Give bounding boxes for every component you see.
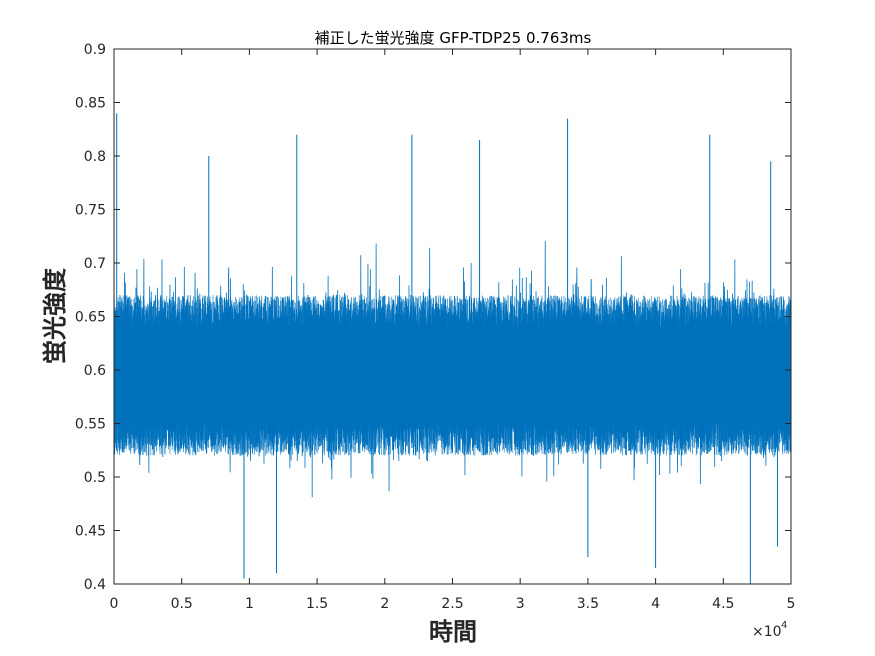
- x-axis-exponent-power: 4: [781, 620, 787, 631]
- x-axis-ticks: 0 0.5 1 1.5 2 2.5 3 3.5 4 4.5 5: [110, 49, 796, 612]
- y-tick-label: 0.85: [75, 96, 106, 112]
- y-tick-label: 0.6: [84, 363, 106, 379]
- y-tick-label: 0.4: [84, 577, 106, 593]
- y-tick-label: 0.65: [75, 310, 106, 326]
- data-layer: [113, 81, 792, 584]
- x-tick-label: 0.5: [171, 596, 193, 612]
- x-tick-label: 3.5: [577, 596, 599, 612]
- x-tick-label: 4: [651, 596, 660, 612]
- x-tick-label: 1: [245, 596, 254, 612]
- y-tick-label: 0.9: [84, 42, 106, 58]
- y-tick-label: 0.8: [84, 149, 106, 165]
- x-tick-label: 3: [516, 596, 525, 612]
- y-tick-label: 0.75: [75, 203, 106, 219]
- y-tick-label: 0.5: [84, 470, 106, 486]
- x-axis-exponent-base: ×10: [752, 624, 782, 640]
- x-tick-label: 2.5: [441, 596, 463, 612]
- y-tick-label: 0.7: [84, 256, 106, 272]
- x-tick-label: 4.5: [712, 596, 734, 612]
- x-tick-label: 0: [110, 596, 119, 612]
- x-tick-label: 5: [787, 596, 796, 612]
- x-axis-label: 時間: [429, 618, 477, 646]
- x-tick-label: 2: [380, 596, 389, 612]
- chart-title: 補正した蛍光強度 GFP-TDP25 0.763ms: [315, 29, 592, 47]
- y-axis-label: 蛍光強度: [41, 267, 69, 364]
- y-tick-label: 0.55: [75, 417, 106, 433]
- x-tick-label: 1.5: [306, 596, 328, 612]
- y-tick-label: 0.45: [75, 524, 106, 540]
- y-axis-ticks: 0.4 0.45 0.5 0.55 0.6 0.65 0.7 0.75 0.8 0.85 0.9: [75, 42, 791, 593]
